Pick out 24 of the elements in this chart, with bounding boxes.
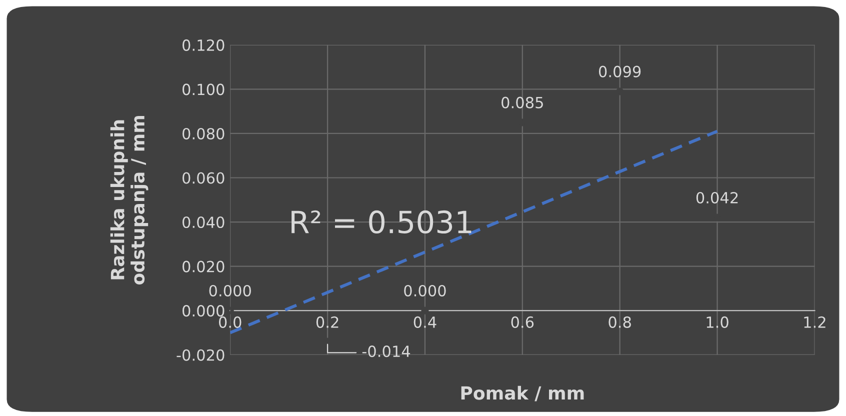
data-label: 0.042 xyxy=(696,192,738,204)
x-tick-label: 1.0 xyxy=(706,316,728,328)
y-tick-label: 0.040 xyxy=(182,216,224,228)
data-label: 0.099 xyxy=(598,66,641,78)
data-label: 0.085 xyxy=(502,96,543,108)
y-tick-label: 0.000 xyxy=(182,305,224,317)
y-tick-label: -0.020 xyxy=(176,349,224,361)
x-tick-label: 1.2 xyxy=(804,316,826,328)
x-tick-label: 0.2 xyxy=(316,316,338,328)
data-label: 0.000 xyxy=(209,284,251,297)
data-label: 0.000 xyxy=(404,284,446,297)
annotation: R² = 0.5031 xyxy=(292,210,472,234)
x-tick-label: 0.6 xyxy=(511,316,534,328)
y-axis-title: Razlika ukupnih odstupanja / mm xyxy=(110,116,148,284)
x-tick-label: 0.0 xyxy=(218,316,242,328)
y-tick-label: 0.020 xyxy=(182,260,224,272)
y-tick-label: 0.120 xyxy=(182,39,224,51)
y-tick-label: 0.080 xyxy=(182,128,224,140)
x-tick-label: 0.4 xyxy=(414,316,436,328)
y-tick-label: 0.060 xyxy=(182,172,224,184)
data-label: -0.014 xyxy=(362,346,410,358)
x-tick-label: 0.8 xyxy=(608,316,631,328)
x-axis-title: Pomak / mm xyxy=(461,386,584,402)
y-tick-label: 0.100 xyxy=(182,84,224,96)
